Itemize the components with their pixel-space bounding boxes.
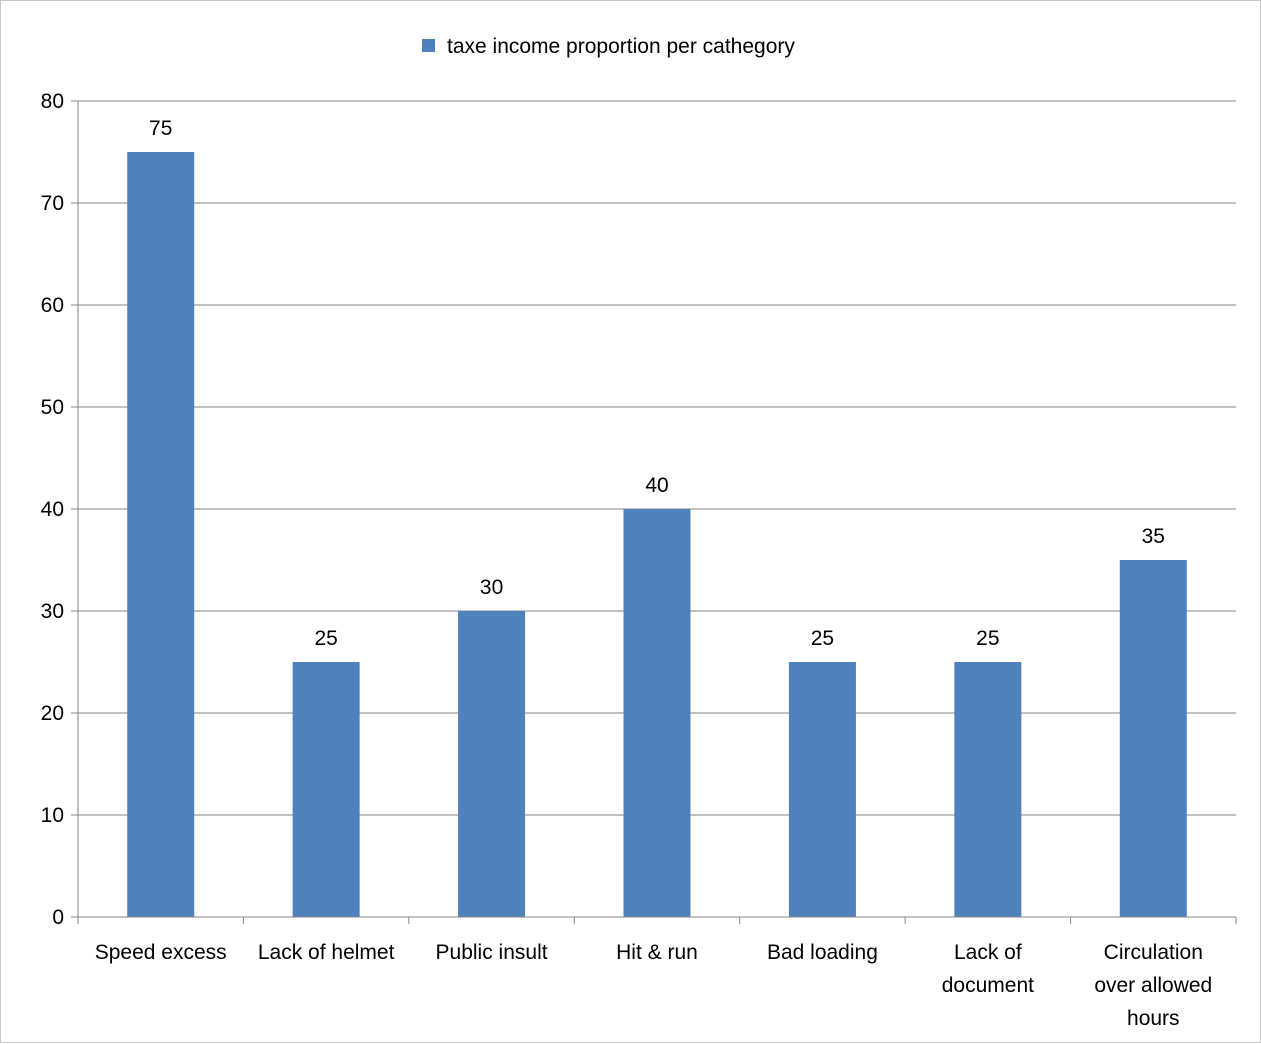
y-tick-label: 70: [41, 192, 64, 215]
y-tick-label: 80: [41, 90, 64, 113]
bars: [127, 152, 1187, 917]
data-label: 25: [811, 627, 834, 650]
bar: [1119, 560, 1187, 917]
x-category-label: Lack of helmet: [258, 941, 395, 964]
x-category-label: Lack of document: [942, 941, 1034, 997]
y-tick-label: 40: [41, 498, 64, 521]
x-category-label: Speed excess: [95, 941, 227, 964]
labels: 0 10 20 30 40 50 60 70 80 75 Speed excess 25 Lack of…: [41, 90, 1213, 1030]
y-tick-label: 10: [41, 804, 64, 827]
y-tick-label: 50: [41, 396, 64, 419]
legend-label: taxe income proportion per cathegory: [447, 35, 795, 58]
data-label: 35: [1142, 525, 1165, 548]
data-label: 25: [314, 627, 337, 650]
bar: [127, 152, 195, 917]
bar: [954, 662, 1022, 917]
x-category-label: Circulation over allowed hours: [1094, 941, 1212, 1030]
axes: [71, 100, 1237, 924]
y-tick-label: 30: [41, 600, 64, 623]
data-label: 75: [149, 117, 172, 140]
x-category-label: Bad loading: [767, 941, 878, 964]
y-tick-label: 60: [41, 294, 64, 317]
y-tick-label: 0: [52, 906, 64, 929]
y-tick-label: 20: [41, 702, 64, 725]
bar: [292, 662, 360, 917]
bar: [458, 611, 526, 917]
legend: taxe income proportion per cathegory: [422, 35, 795, 58]
data-label: 40: [645, 474, 668, 497]
x-category-label: Hit & run: [616, 941, 698, 964]
data-label: 30: [480, 576, 503, 599]
bar: [788, 662, 856, 917]
legend-swatch: [422, 39, 435, 52]
x-category-label: Public insult: [436, 941, 548, 964]
data-label: 25: [976, 627, 999, 650]
bar: [623, 509, 691, 917]
